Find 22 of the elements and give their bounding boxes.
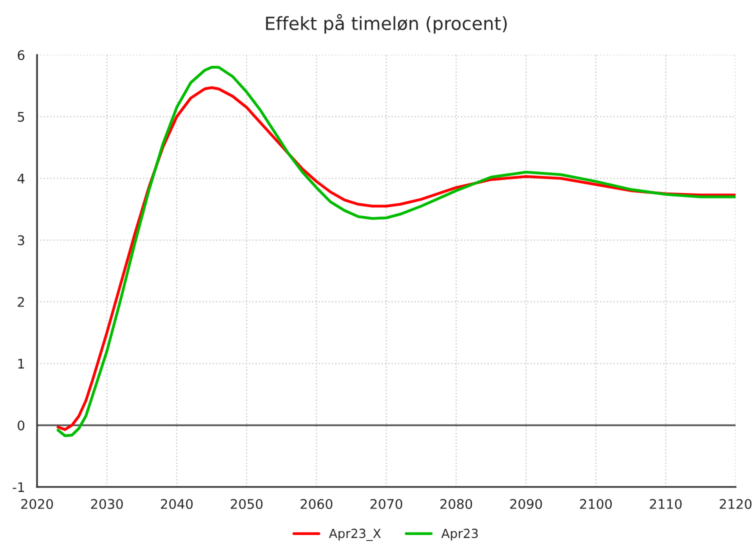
x-tick-label: 2120 [720, 499, 752, 509]
legend-label: Apr23_X [328, 528, 381, 541]
x-tick-label: 2080 [440, 499, 472, 509]
y-tick-label: 4 [17, 174, 24, 184]
x-tick-label: 2030 [91, 499, 123, 509]
y-tick-label: 1 [18, 358, 24, 369]
y-tick-label: 3 [18, 235, 24, 246]
legend-label: Apr23 [441, 528, 478, 541]
x-tick-label: 2050 [230, 499, 263, 509]
y-tick-label: 6 [18, 50, 24, 60]
x-tick-label: 2070 [370, 499, 402, 509]
y-tick-label: 2 [18, 297, 24, 307]
chart-title: Effekt på timeløn (procent) [266, 14, 507, 34]
x-tick-label: 2060 [300, 499, 332, 509]
y-tick-label: -1 [12, 482, 24, 492]
x-tick-label: 2100 [580, 499, 612, 509]
x-tick-label: 2040 [160, 499, 193, 509]
y-tick-label: 5 [18, 112, 24, 122]
y-tick-label: 0 [18, 420, 24, 430]
x-tick-label: 2020 [21, 499, 53, 509]
x-tick-label: 2090 [510, 499, 542, 509]
x-tick-label: 2110 [650, 499, 682, 509]
